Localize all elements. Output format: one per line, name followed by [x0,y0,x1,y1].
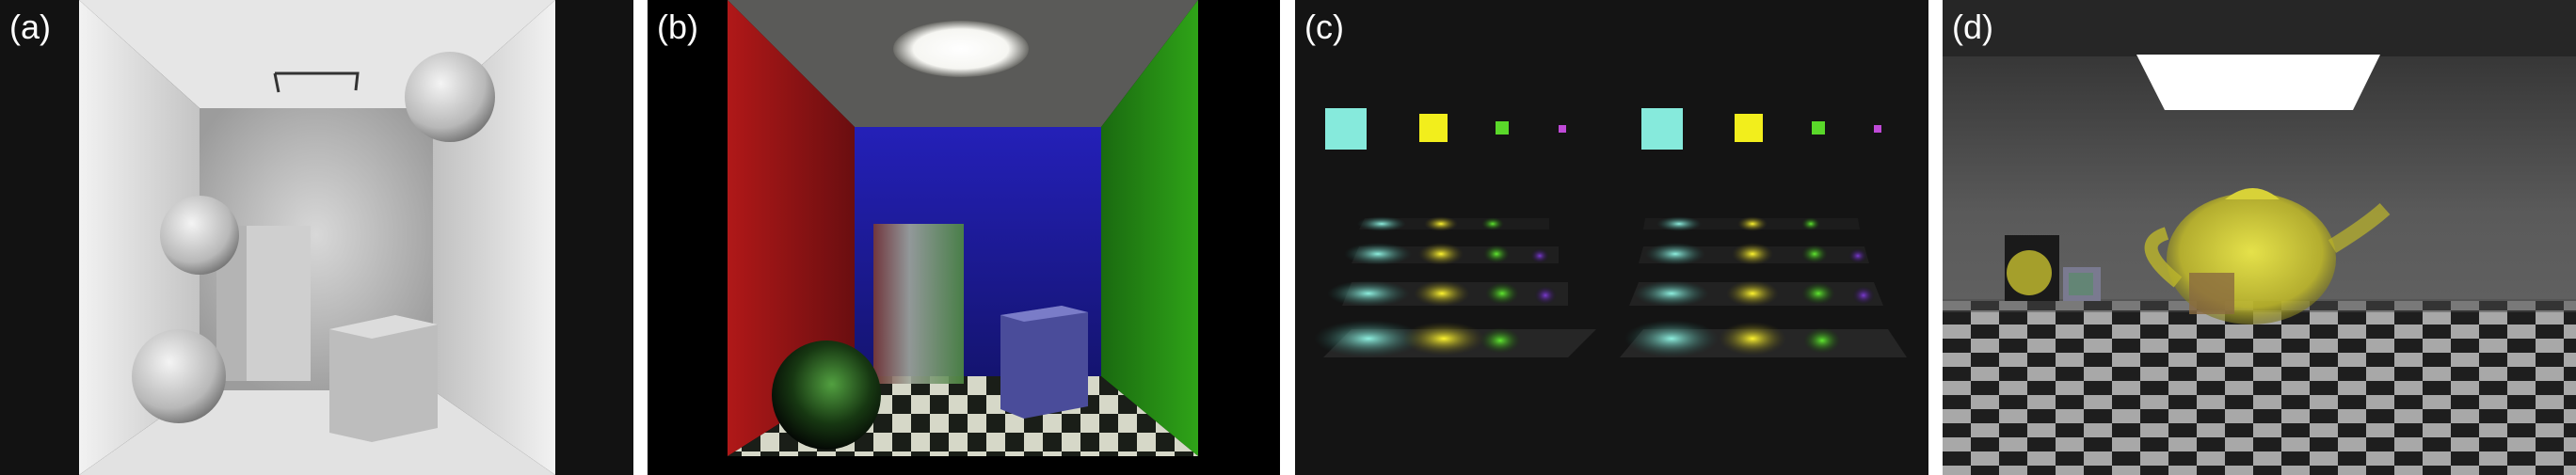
panel-c: (c) [1295,0,1928,475]
panel-c-label: (c) [1304,8,1344,46]
panel-d: (d) [1943,0,2576,475]
ceiling-light [2136,55,2380,110]
panel-a-label: (a) [9,8,51,46]
ceiling-light [893,21,1029,77]
panel-b: (b) [648,0,1280,475]
panel-b-label: (b) [657,8,698,46]
panel-d-render [1943,0,2576,475]
panel-a-render [0,0,633,475]
checker-floor [1943,301,2576,475]
panel-c-render [1295,0,1928,475]
panel-a-right-bar [555,0,633,475]
panel-d-label: (d) [1952,8,1993,46]
panel-a-left-bar [0,0,79,475]
panel-b-render [648,0,1280,475]
green-wall [1101,0,1198,456]
panel-a: (a) [0,0,633,475]
